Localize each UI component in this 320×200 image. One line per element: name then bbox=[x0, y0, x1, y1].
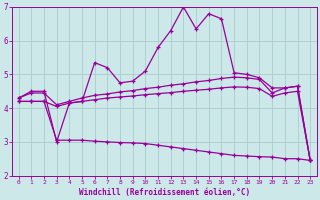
X-axis label: Windchill (Refroidissement éolien,°C): Windchill (Refroidissement éolien,°C) bbox=[79, 188, 250, 197]
